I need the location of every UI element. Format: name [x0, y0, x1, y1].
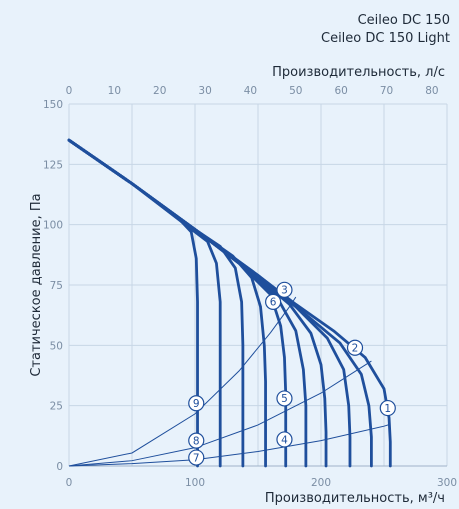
x2-tick-label: 80	[425, 85, 438, 97]
x2-tick-label: 30	[198, 85, 211, 97]
x2-tick-label: 70	[380, 85, 393, 97]
curve-marker-7: 7	[188, 449, 205, 466]
marker-circle	[276, 431, 293, 448]
x2-tick-label: 20	[153, 85, 166, 97]
marker-label: 7	[193, 452, 200, 464]
y-tick-label: 100	[43, 220, 63, 232]
marker-circle	[188, 395, 205, 412]
system-curves	[68, 296, 391, 467]
system-curve-3-6-9	[68, 296, 297, 467]
curve-marker-9: 9	[188, 395, 205, 412]
system-curve-1-4-7	[68, 423, 391, 467]
fan-curve-c10	[67, 138, 199, 468]
x2-tick-label: 40	[244, 85, 257, 97]
y-axis-title: Статическое давление, Па	[29, 193, 44, 376]
curve-marker-6: 6	[265, 293, 282, 310]
fan-curve-c8	[67, 138, 245, 468]
marker-label: 9	[193, 398, 200, 410]
curve-markers: 1 2 3 4 5 6 7 8 9	[188, 281, 396, 466]
curve-marker-5: 5	[276, 390, 293, 407]
marker-circle	[188, 449, 205, 466]
marker-circle	[188, 432, 205, 449]
x-tick-label: 200	[311, 477, 331, 489]
x-tick-label: 300	[437, 477, 457, 489]
y-tick-label: 25	[50, 401, 63, 413]
x2-axis-title: Производительность, л/с	[272, 65, 445, 80]
fan-curves	[67, 138, 392, 468]
curve-marker-4: 4	[276, 431, 293, 448]
y-tick-label: 50	[50, 340, 63, 352]
x2-tick-label: 0	[66, 85, 73, 97]
marker-label: 6	[270, 297, 277, 309]
marker-circle	[346, 339, 364, 356]
curve-marker-8: 8	[188, 432, 205, 449]
marker-circle	[276, 281, 293, 298]
fan-curve-c7	[67, 138, 267, 468]
x-tick-label: 0	[66, 477, 73, 489]
marker-circle	[276, 390, 293, 407]
model-name-1: Ceileo DC 150	[358, 13, 450, 28]
marker-label: 4	[281, 434, 288, 446]
x-axis-title: Производительность, м³/ч	[265, 491, 445, 506]
curve-marker-3: 3	[276, 281, 293, 298]
x2-tick-label: 50	[289, 85, 302, 97]
curve-marker-1: 1	[379, 399, 396, 417]
marker-circle	[265, 293, 282, 310]
y-tick-label: 125	[43, 159, 63, 171]
y-tick-label: 0	[56, 461, 63, 473]
marker-label: 2	[352, 343, 359, 355]
fan-curve-c3	[67, 138, 352, 468]
y-tick-label: 150	[43, 99, 63, 111]
marker-label: 3	[281, 285, 288, 297]
marker-label: 1	[384, 403, 391, 415]
marker-label: 8	[193, 435, 200, 447]
x2-tick-label: 10	[108, 85, 121, 97]
y-tick-label: 75	[50, 280, 63, 292]
model-name-2: Ceileo DC 150 Light	[321, 31, 450, 46]
marker-circle	[379, 399, 396, 417]
curve-marker-2: 2	[346, 339, 364, 356]
marker-label: 5	[281, 393, 288, 405]
fan-curve-1	[67, 138, 392, 468]
fan-curve-c6	[67, 138, 288, 468]
x2-tick-label: 60	[334, 85, 347, 97]
system-curve-2-5-8	[68, 360, 372, 467]
x-tick-label: 100	[185, 477, 205, 489]
